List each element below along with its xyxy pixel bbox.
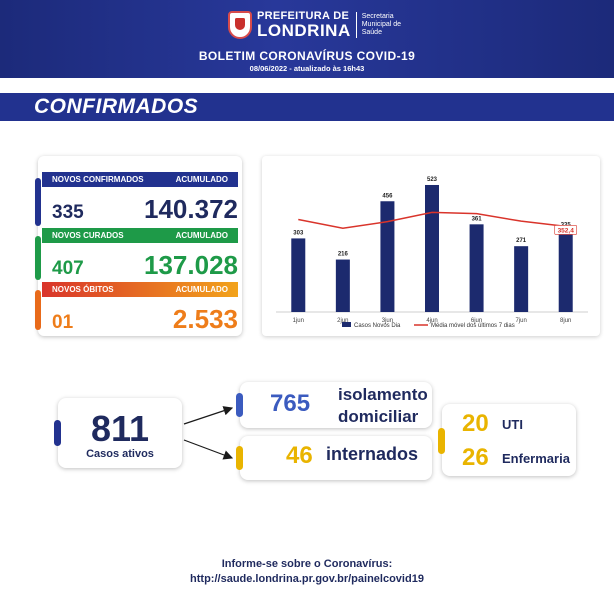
- curados-header: NOVOS CURADOS ACUMULADO: [42, 228, 238, 243]
- active-cases-card: 811 Casos ativos: [54, 398, 182, 468]
- curados-accent-bar: [35, 236, 41, 280]
- uti-label: UTI: [502, 416, 523, 432]
- internados-label: internados: [326, 444, 419, 464]
- logo-secretaria: Secretaria Municipal de Saúde: [361, 13, 402, 36]
- curados-label: NOVOS CURADOS: [52, 231, 124, 240]
- confirmados-header: NOVOS CONFIRMADOS ACUMULADO: [42, 172, 238, 187]
- confirmados-values: 335 140.372: [52, 194, 238, 225]
- chart-category-label: 1jun: [293, 318, 304, 324]
- obitos-label: NOVOS ÓBITOS: [52, 285, 114, 294]
- footer-link[interactable]: http://saude.londrina.pr.gov.br/painelco…: [190, 573, 424, 585]
- chart-category-label: 2jun: [337, 318, 348, 324]
- chart-moving-average-line: [298, 211, 566, 229]
- confirmados-label: NOVOS CONFIRMADOS: [52, 175, 144, 184]
- chart-data-label: 361: [472, 216, 483, 222]
- hospital-accent-bar: [438, 428, 445, 454]
- chart-data-label: 271: [516, 238, 527, 244]
- confirmados-total: 140.372: [144, 194, 238, 224]
- hospital-breakdown-card: 20 UTI 26 Enfermaria: [438, 404, 576, 476]
- chart-bar: [291, 238, 306, 312]
- obitos-new: 01: [52, 312, 74, 333]
- internados-card: 46 internados: [236, 436, 432, 480]
- chart-legend-bar-swatch: [342, 322, 351, 327]
- obitos-header: NOVOS ÓBITOS ACUMULADO: [42, 282, 238, 297]
- section-title: CONFIRMADOS: [34, 95, 199, 118]
- chart-legend-bar-label: Casos Novos Dia: [354, 323, 401, 329]
- isolamento-card: 765 isolamento domiciliar: [236, 382, 432, 428]
- chart-highlight-box: [554, 225, 578, 235]
- internados-accent-bar: [236, 446, 243, 470]
- chart-data-label: 216: [338, 252, 349, 258]
- chart-category-label: 6jun: [471, 318, 482, 324]
- cases-chart-card: 303 1jun 216 2jun 456 3jun 523 4jun 361 6jun 271 7j…: [262, 156, 600, 336]
- cases-chart: 303 1jun 216 2jun 456 3jun 523 4jun 361 6jun 271 7j…: [276, 177, 588, 329]
- enfermaria-row: 26 Enfermaria: [462, 444, 570, 472]
- active-cases-value: 811: [90, 408, 150, 449]
- bulletin-title: BOLETIM CORONAVÍRUS COVID-19: [198, 49, 416, 63]
- chart-bar: [425, 184, 439, 312]
- obitos-acc-label: ACUMULADO: [175, 285, 228, 294]
- active-accent-bar: [54, 420, 61, 446]
- uti-row: 20 UTI: [462, 410, 523, 438]
- isolamento-value: 765: [270, 390, 311, 417]
- chart-data-label: 456: [382, 193, 393, 199]
- confirmados-acc-label: ACUMULADO: [175, 175, 228, 184]
- chart-bar: [514, 246, 529, 312]
- logo-line2: LONDRINA: [257, 21, 351, 40]
- obitos-values: 01 2.533: [52, 304, 238, 335]
- logo-line1: PREFEITURA DE: [257, 10, 350, 22]
- chart-category-label: 4jun: [426, 318, 437, 324]
- logo-divider: [355, 12, 357, 38]
- arrow-to-internados: [183, 439, 234, 460]
- logo: PREFEITURA DE LONDRINA Secretaria Munici…: [228, 10, 412, 40]
- city-crest-icon: [228, 11, 252, 39]
- chart-data-label: 523: [427, 177, 438, 183]
- chart-legend-line-label: Média móvel dos últimos 7 dias: [431, 323, 515, 329]
- chart-data-label: 303: [293, 230, 304, 236]
- chart-category-label: 7jun: [515, 318, 526, 324]
- arrow-to-isolamento: [183, 406, 234, 425]
- chart-category-label: 3jun: [382, 318, 393, 324]
- footer-info: Informe-se sobre o Coronavírus:: [221, 558, 393, 570]
- curados-new: 407: [52, 258, 84, 279]
- chart-bar: [380, 201, 395, 312]
- isolamento-label-line2: domiciliar: [338, 407, 419, 426]
- isolamento-label-line1: isolamento: [338, 385, 428, 404]
- internados-value: 46: [286, 442, 313, 469]
- curados-values: 407 137.028: [52, 250, 238, 281]
- stats-card: NOVOS CONFIRMADOS ACUMULADO 335 140.372 …: [35, 156, 242, 336]
- chart-highlight-label: 352,4: [558, 227, 575, 234]
- chart-bar: [558, 230, 573, 312]
- chart-bar: [335, 259, 350, 312]
- header-banner: PREFEITURA DE LONDRINA Secretaria Munici…: [0, 0, 614, 78]
- section-bar: CONFIRMADOS: [0, 93, 614, 121]
- chart-bar: [469, 224, 484, 312]
- curados-acc-label: ACUMULADO: [175, 231, 228, 240]
- enfermaria-value: 26: [462, 444, 489, 471]
- confirmados-accent-bar: [35, 178, 41, 226]
- curados-total: 137.028: [144, 250, 238, 280]
- isolamento-accent-bar: [236, 393, 243, 417]
- obitos-total: 2.533: [172, 304, 238, 334]
- active-cases-label: Casos ativos: [86, 448, 154, 460]
- uti-value: 20: [462, 410, 489, 437]
- chart-category-label: 8jun: [560, 318, 571, 324]
- confirmados-new: 335: [52, 202, 84, 223]
- obitos-accent-bar: [35, 290, 41, 330]
- enfermaria-label: Enfermaria: [502, 450, 570, 466]
- bulletin-date: 08/06/2022 - atualizado às 16h43: [249, 64, 365, 73]
